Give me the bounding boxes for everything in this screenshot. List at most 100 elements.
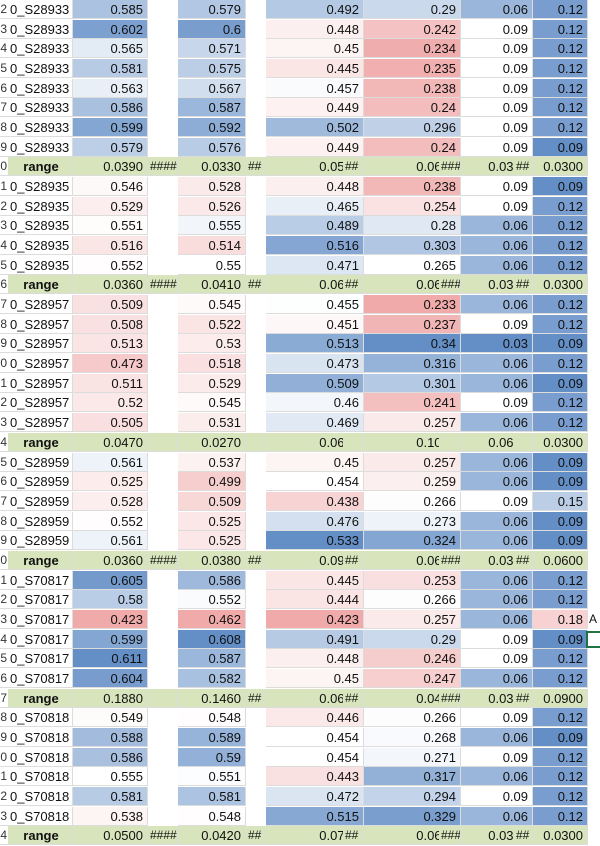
value-cell[interactable]: 0.09	[461, 491, 533, 511]
value-cell[interactable]: 0.12	[533, 216, 588, 236]
value-cell[interactable]: 0.12	[533, 806, 588, 826]
row-header[interactable]: 2	[0, 393, 8, 413]
value-cell[interactable]: 0.09	[461, 314, 533, 334]
value-cell[interactable]: 0.576	[178, 137, 246, 157]
value-cell[interactable]: 0.259	[364, 472, 461, 492]
row-header[interactable]: 3	[0, 20, 8, 39]
value-cell[interactable]: 0.548	[178, 708, 246, 728]
row-header[interactable]: 4	[0, 39, 8, 59]
overflow-cell[interactable]: ##	[514, 688, 533, 708]
value-cell[interactable]: 0.0600	[533, 550, 588, 570]
value-cell[interactable]: 0.58	[73, 590, 148, 610]
range-label[interactable]: range	[8, 432, 73, 452]
value-cell[interactable]: 0.09	[461, 393, 533, 413]
value-cell[interactable]: 0.12	[533, 98, 588, 118]
overflow-cell[interactable]	[514, 432, 533, 452]
value-cell[interactable]: 0.529	[73, 196, 148, 216]
value-cell[interactable]: 0.449	[266, 98, 364, 118]
row-header[interactable]: 6	[0, 275, 8, 295]
value-cell[interactable]: 0.581	[73, 59, 148, 79]
value-cell[interactable]: 0.247	[364, 668, 461, 688]
value-cell[interactable]: 0.52	[73, 393, 148, 413]
value-cell[interactable]: 0.254	[364, 196, 461, 216]
overflow-cell[interactable]: ##	[246, 550, 266, 570]
value-cell[interactable]: 0.234	[364, 39, 461, 59]
value-cell[interactable]: 0.09	[461, 786, 533, 806]
value-cell[interactable]: 0.471	[266, 255, 364, 275]
value-cell[interactable]: 0.0390	[73, 157, 148, 177]
value-cell[interactable]: 0.611	[73, 649, 148, 669]
sample-id-cell[interactable]: 0_S70817	[8, 629, 73, 649]
row-header[interactable]: 7	[0, 295, 8, 315]
value-cell[interactable]: 0.555	[73, 767, 148, 787]
value-cell[interactable]: 0.549	[73, 708, 148, 728]
value-cell[interactable]: 0.457	[266, 78, 364, 98]
value-cell[interactable]: 0.526	[178, 196, 246, 216]
value-cell[interactable]: 0.455	[266, 295, 364, 315]
value-cell[interactable]: 0.266	[364, 491, 461, 511]
value-cell[interactable]: 0.579	[73, 137, 148, 157]
value-cell[interactable]: 0.34	[364, 334, 461, 354]
value-cell[interactable]: 0.09	[533, 137, 588, 157]
value-cell[interactable]: 0.233	[364, 295, 461, 315]
value-cell[interactable]: 0.09	[533, 452, 588, 472]
value-cell[interactable]: 0.266	[364, 590, 461, 610]
value-cell[interactable]: 0.528	[73, 491, 148, 511]
value-cell[interactable]: 0.09	[533, 531, 588, 551]
value-cell[interactable]: 0.09	[533, 373, 588, 393]
value-cell[interactable]: 0.06	[461, 806, 533, 826]
value-cell[interactable]: 0.529	[178, 373, 246, 393]
sample-id-cell[interactable]: 0_S28959	[8, 511, 73, 531]
value-cell[interactable]: 0.12	[533, 786, 588, 806]
range-label[interactable]: range	[8, 550, 73, 570]
value-cell[interactable]: 0.0500	[73, 826, 148, 846]
sample-id-cell[interactable]: 0_S28933	[8, 78, 73, 98]
value-cell[interactable]: 0.469	[266, 413, 364, 433]
value-cell[interactable]: 0.12	[533, 767, 588, 787]
row-header[interactable]: 4	[0, 826, 8, 846]
value-cell[interactable]: 0.599	[73, 629, 148, 649]
value-cell[interactable]: 0.571	[178, 39, 246, 59]
value-cell[interactable]: 0.09	[461, 137, 533, 157]
row-header[interactable]: 7	[0, 688, 8, 708]
value-cell[interactable]: 0.12	[533, 649, 588, 669]
sample-id-cell[interactable]: 0_S70818	[8, 786, 73, 806]
value-cell[interactable]: 0.516	[266, 236, 364, 256]
sample-id-cell[interactable]: 0_S28959	[8, 531, 73, 551]
sample-id-cell[interactable]: 0_S28957	[8, 413, 73, 433]
value-cell[interactable]: 0.09	[533, 472, 588, 492]
value-cell[interactable]: 0.528	[178, 177, 246, 197]
value-cell[interactable]: 0.0300	[533, 157, 588, 177]
row-header[interactable]: 3	[0, 610, 8, 629]
sample-id-cell[interactable]: 0_S28933	[8, 137, 73, 157]
value-cell[interactable]: 0.567	[178, 78, 246, 98]
overflow-cell[interactable]: ##	[514, 157, 533, 177]
value-cell[interactable]: 0.555	[178, 216, 246, 236]
row-header[interactable]: 9	[0, 334, 8, 354]
overflow-cell[interactable]: ##	[343, 688, 364, 708]
value-cell[interactable]: 0.449	[266, 137, 364, 157]
sample-id-cell[interactable]: 0_S28935	[8, 196, 73, 216]
row-header[interactable]: 2	[0, 787, 8, 806]
value-cell[interactable]: 0.29	[364, 629, 461, 649]
value-cell[interactable]: 0.599	[73, 118, 148, 138]
row-header[interactable]: 8	[0, 512, 8, 531]
value-cell[interactable]: 0.525	[178, 531, 246, 551]
value-cell[interactable]: 0.423	[73, 609, 148, 629]
value-cell[interactable]: 0.448	[266, 649, 364, 669]
value-cell[interactable]: 0.06	[461, 452, 533, 472]
row-header[interactable]: 8	[0, 315, 8, 334]
value-cell[interactable]: 0.273	[364, 511, 461, 531]
value-cell[interactable]: 0.06	[461, 727, 533, 747]
sample-id-cell[interactable]: 0_S70818	[8, 806, 73, 826]
value-cell[interactable]: 0.491	[266, 629, 364, 649]
value-cell[interactable]: 0.0270	[178, 432, 246, 452]
row-header[interactable]: 4	[0, 236, 8, 256]
value-cell[interactable]: 0.546	[73, 177, 148, 197]
value-cell[interactable]: 0.303	[364, 236, 461, 256]
value-cell[interactable]: 0.525	[73, 472, 148, 492]
value-cell[interactable]: 0.46	[266, 393, 364, 413]
sample-id-cell[interactable]: 0_S28933	[8, 0, 73, 19]
sample-id-cell[interactable]: 0_S28935	[8, 177, 73, 197]
sample-id-cell[interactable]: 0_S70818	[8, 708, 73, 728]
